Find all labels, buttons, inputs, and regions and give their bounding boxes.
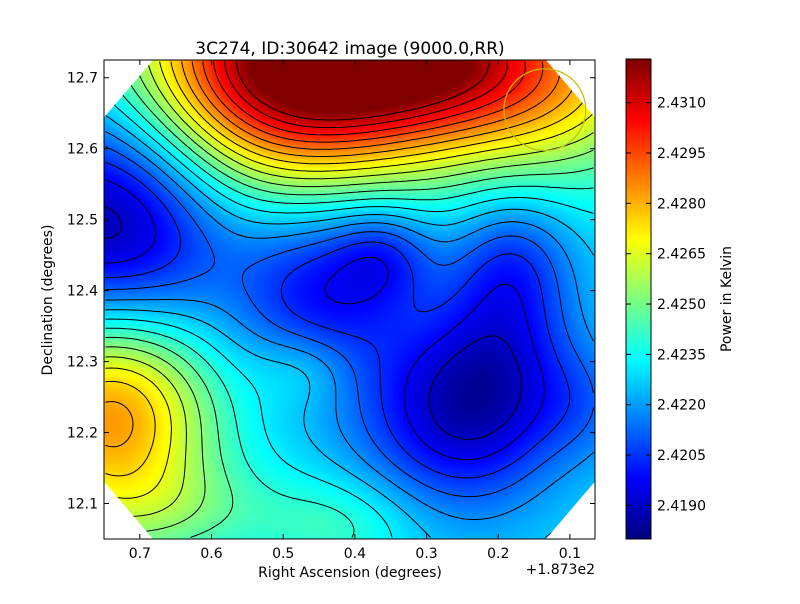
contour-level-13 (105, 61, 578, 448)
contour-level-14 (191, 61, 561, 150)
chart-title: 3C274, ID:30642 image (9000.0,RR) (195, 39, 504, 59)
x-axis-ticks: 0.7 0.6 0.5 0.4 0.3 0.2 0.1 (129, 60, 581, 562)
colorbar-tick-label: 2.4190 (657, 498, 706, 514)
y-axis-ticks: 12.1 12.2 12.3 12.4 12.5 12.6 12.7 (67, 71, 595, 513)
contour-level-12 (105, 61, 594, 477)
plot-area: 0.7 0.6 0.5 0.4 0.3 0.2 0.1 12.112.212.312.412… (67, 59, 596, 562)
y-tick-label: 12.5 (67, 213, 98, 229)
x-axis-label: Right Ascension (degrees) (258, 565, 442, 581)
contour-level-15 (202, 61, 544, 143)
colorbar-ticks: 2.4190 2.4205 2.4220 2.4235 2.4250 2.4265 2.42… (626, 96, 706, 514)
contour-level-5 (105, 115, 594, 538)
colorbar-tick-label: 2.4280 (657, 196, 706, 212)
y-tick-label: 12.7 (67, 71, 98, 87)
colorbar-tick-label: 2.4265 (657, 247, 706, 263)
x-tick-label: 0.5 (272, 546, 294, 562)
y-axis-label: Declination (degrees) (40, 225, 56, 376)
colorbar-frame (625, 58, 652, 540)
y-tick-label: 12.2 (67, 426, 98, 442)
contour-level-2 (105, 161, 571, 479)
plot-frame (103, 59, 596, 540)
contour-level-1 (105, 179, 545, 461)
x-tick-label: 0.4 (344, 546, 366, 562)
contour-level-18 (235, 61, 490, 121)
colorbar: 2.4190 2.4205 2.4220 2.4235 2.4250 2.4265 2.42… (625, 58, 706, 540)
contour-lines (105, 61, 594, 538)
contour-level-0 (105, 206, 522, 440)
colorbar-tick-label: 2.4205 (657, 448, 706, 464)
x-tick-label: 0.7 (129, 546, 151, 562)
x-tick-label: 0.6 (200, 546, 222, 562)
colorbar-tick-label: 2.4310 (657, 96, 706, 112)
colorbar-tick-label: 2.4220 (657, 398, 706, 414)
colorbar-label: Power in Kelvin (719, 246, 735, 352)
y-tick-label: 12.6 (67, 142, 98, 158)
contour-level-17 (224, 61, 508, 129)
beam-circle (503, 68, 587, 152)
x-tick-label: 0.1 (559, 546, 581, 562)
x-offset-label: +1.873e2 (526, 562, 595, 578)
colorbar-tick-label: 2.4295 (657, 146, 706, 162)
colorbar-gradient (626, 59, 651, 539)
x-tick-label: 0.3 (415, 546, 437, 562)
y-tick-label: 12.1 (67, 497, 98, 513)
y-tick-label: 12.3 (67, 355, 98, 371)
contour-level-4 (105, 131, 594, 520)
colorbar-tick-label: 2.4235 (657, 347, 706, 363)
y-tick-label: 12.4 (67, 284, 98, 300)
contour-level-16 (212, 61, 526, 136)
x-tick-label: 0.2 (487, 546, 509, 562)
colorbar-tick-label: 2.4250 (657, 297, 706, 313)
contour-level-11 (105, 61, 594, 499)
contour-level-3 (105, 146, 594, 498)
